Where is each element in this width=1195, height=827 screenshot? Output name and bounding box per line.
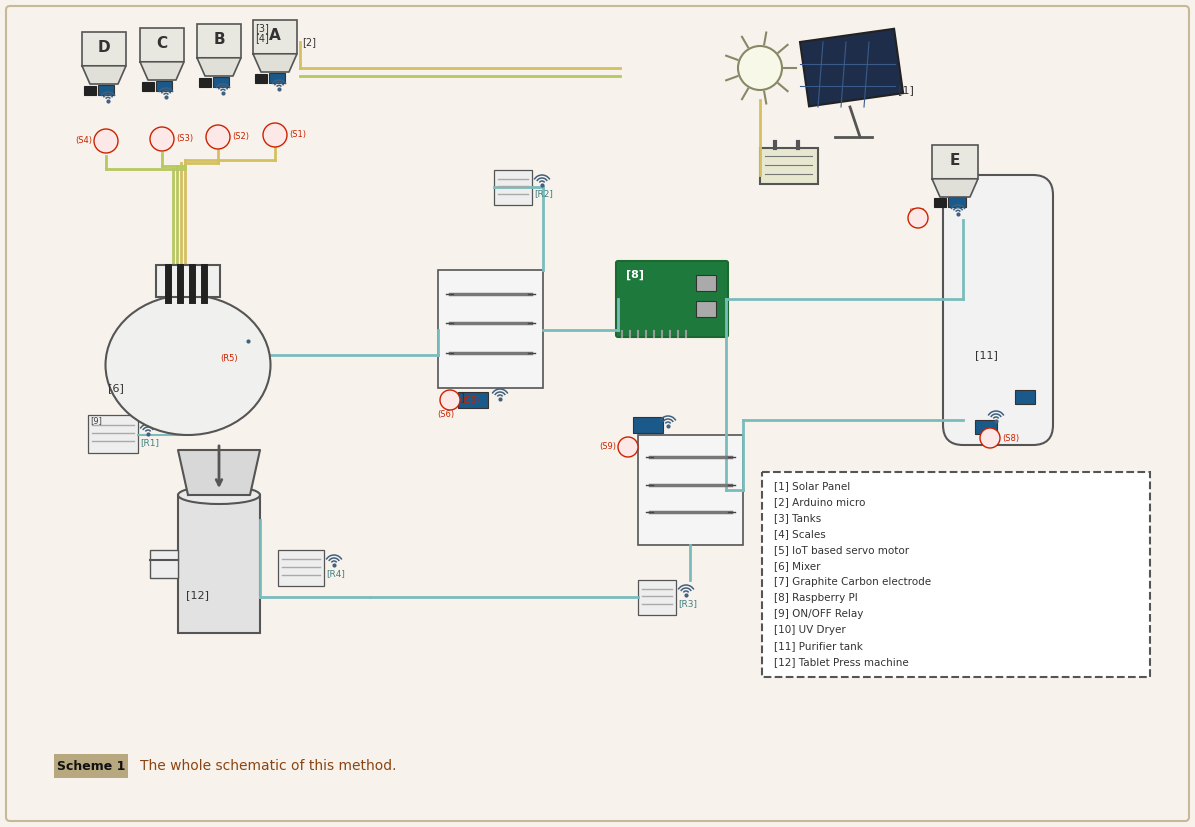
Text: [9]: [9]	[90, 417, 102, 426]
Circle shape	[206, 125, 229, 149]
Text: [3]: [3]	[255, 23, 269, 33]
Circle shape	[94, 129, 118, 153]
Text: [5] IoT based servo motor: [5] IoT based servo motor	[774, 545, 909, 555]
Text: [R2]: [R2]	[534, 189, 553, 198]
Bar	[1015, 390, 1035, 404]
Circle shape	[739, 46, 782, 90]
Bar	[151, 550, 178, 578]
Text: (S6): (S6)	[437, 410, 454, 419]
Circle shape	[151, 127, 174, 151]
Text: [12] Tablet Press machine: [12] Tablet Press machine	[774, 657, 908, 667]
Text: [2]: [2]	[302, 37, 315, 47]
Text: [10]: [10]	[442, 392, 465, 402]
Bar	[142, 82, 154, 91]
Text: (S2): (S2)	[232, 132, 249, 141]
Circle shape	[618, 437, 638, 457]
Text: D: D	[98, 40, 110, 55]
Text: [6] Mixer: [6] Mixer	[774, 561, 821, 571]
Text: [R1]: [R1]	[140, 438, 159, 447]
Circle shape	[980, 428, 1000, 448]
Text: [7] Graphite Carbon electrode: [7] Graphite Carbon electrode	[774, 577, 931, 587]
Bar	[975, 420, 997, 434]
Polygon shape	[932, 179, 978, 197]
Bar	[213, 77, 229, 87]
Bar	[638, 435, 743, 545]
Bar	[799, 29, 903, 107]
Text: [10] UV Dryer: [10] UV Dryer	[774, 625, 846, 635]
Text: A: A	[269, 28, 281, 43]
Bar	[695, 275, 716, 291]
Polygon shape	[140, 62, 184, 80]
Bar	[633, 417, 663, 433]
Bar	[255, 74, 266, 83]
Bar	[932, 145, 978, 179]
Polygon shape	[197, 58, 241, 76]
Bar	[178, 495, 261, 633]
Bar	[695, 301, 716, 317]
Text: [R4]: [R4]	[326, 570, 345, 579]
Bar	[217, 340, 240, 354]
Text: [R3]: [R3]	[678, 600, 697, 609]
Text: (S7): (S7)	[908, 208, 925, 218]
Ellipse shape	[178, 486, 261, 504]
Circle shape	[908, 208, 929, 228]
Text: Scheme 1: Scheme 1	[57, 759, 125, 772]
Bar	[157, 265, 220, 297]
Circle shape	[440, 390, 460, 410]
Text: [4] Scales: [4] Scales	[774, 529, 826, 539]
Bar	[88, 415, 137, 453]
Text: [6]: [6]	[108, 383, 124, 393]
Text: [4]: [4]	[255, 33, 269, 43]
Text: [12]: [12]	[186, 590, 209, 600]
Text: (R5): (R5)	[220, 353, 238, 362]
Text: The whole schematic of this method.: The whole schematic of this method.	[140, 759, 397, 773]
Text: [3] Tanks: [3] Tanks	[774, 513, 821, 523]
Text: (S1): (S1)	[289, 131, 306, 140]
Text: (S8): (S8)	[1001, 433, 1019, 442]
Polygon shape	[82, 66, 125, 84]
Text: C: C	[157, 36, 167, 51]
Bar	[494, 170, 532, 205]
Bar	[638, 580, 676, 615]
Bar	[84, 86, 96, 95]
FancyBboxPatch shape	[6, 6, 1189, 821]
Bar	[762, 472, 1150, 677]
Bar	[82, 32, 125, 66]
Text: [8] Raspberry PI: [8] Raspberry PI	[774, 593, 858, 603]
Text: (S3): (S3)	[176, 135, 194, 144]
Text: (S6): (S6)	[462, 395, 479, 404]
Bar	[140, 28, 184, 62]
Text: B: B	[213, 32, 225, 47]
Bar	[760, 148, 819, 184]
Ellipse shape	[105, 295, 270, 435]
Bar	[269, 73, 284, 83]
Text: [8]: [8]	[626, 270, 644, 280]
Text: [11] Purifier tank: [11] Purifier tank	[774, 641, 863, 651]
Bar	[439, 270, 543, 388]
Text: (S9): (S9)	[599, 442, 615, 452]
Bar	[278, 550, 324, 586]
Polygon shape	[178, 450, 261, 495]
Bar	[253, 20, 298, 54]
Text: [9] ON/OFF Relay: [9] ON/OFF Relay	[774, 609, 863, 619]
Bar	[98, 85, 114, 95]
Text: [1] Solar Panel: [1] Solar Panel	[774, 481, 851, 491]
Bar	[948, 197, 966, 207]
Text: (S4): (S4)	[75, 136, 92, 146]
Text: E: E	[950, 153, 961, 168]
Bar	[157, 81, 172, 91]
Circle shape	[263, 123, 287, 147]
Text: [11]: [11]	[975, 350, 998, 360]
FancyBboxPatch shape	[615, 261, 728, 337]
Bar	[458, 392, 488, 408]
Bar	[197, 24, 241, 58]
Bar	[200, 78, 212, 87]
FancyBboxPatch shape	[54, 754, 128, 778]
Text: [1]: [1]	[897, 85, 914, 95]
Bar	[934, 198, 946, 207]
Text: [2] Arduino micro: [2] Arduino micro	[774, 497, 865, 507]
Polygon shape	[253, 54, 298, 72]
FancyBboxPatch shape	[943, 175, 1053, 445]
